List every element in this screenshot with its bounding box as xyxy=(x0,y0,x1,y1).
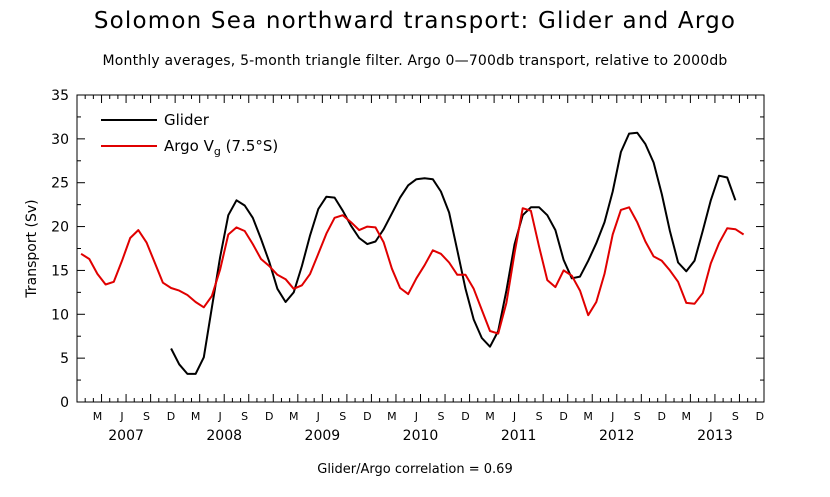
y-tick-label: 0 xyxy=(60,395,69,411)
x-month-label: S xyxy=(339,410,346,423)
y-tick-label: 20 xyxy=(51,220,69,236)
x-month-label: D xyxy=(363,410,371,423)
x-month-label: D xyxy=(167,410,175,423)
x-month-label: D xyxy=(461,410,469,423)
x-month-label: M xyxy=(93,410,103,423)
chart-title: Solomon Sea northward transport: Glider … xyxy=(93,8,737,34)
x-month-label: M xyxy=(583,410,593,423)
x-month-label: J xyxy=(218,410,222,423)
x-month-label: S xyxy=(732,410,739,423)
x-year-label: 2011 xyxy=(501,428,537,444)
x-year-label: 2012 xyxy=(599,428,635,444)
legend-label-argo: Argo Vg (7.5°S) xyxy=(164,137,278,158)
legend-label-glider: Glider xyxy=(164,111,210,129)
x-month-label: S xyxy=(241,410,248,423)
legend: Glider Argo Vg (7.5°S) xyxy=(101,111,278,158)
x-month-label: S xyxy=(437,410,444,423)
y-axis-label: Transport (Sv) xyxy=(24,199,40,298)
x-month-label: M xyxy=(191,410,201,423)
x-year-label: 2013 xyxy=(697,428,733,444)
x-year-label: 2009 xyxy=(305,428,341,444)
x-year-label: 2008 xyxy=(206,428,242,444)
axes: 0 5 10 15 20 25 30 35 Transport (Sv) M J S D M J S D M J S D… xyxy=(24,88,765,444)
x-month-label: S xyxy=(634,410,641,423)
x-year-label: 2007 xyxy=(108,428,144,444)
x-month-label: J xyxy=(610,410,614,423)
x-month-label: D xyxy=(658,410,666,423)
correlation-note: Glider/Argo correlation = 0.69 xyxy=(317,462,513,477)
x-month-label: J xyxy=(512,410,516,423)
y-tick-label: 10 xyxy=(51,307,69,323)
x-month-label: J xyxy=(119,410,123,423)
series-line-glider xyxy=(170,131,737,375)
y-tick-label: 15 xyxy=(51,263,69,279)
y-tick-label: 5 xyxy=(60,351,69,367)
x-month-label: M xyxy=(289,410,299,423)
series-layer xyxy=(80,131,745,375)
x-month-label: D xyxy=(756,410,764,423)
x-month-label: M xyxy=(682,410,692,423)
x-month-label: J xyxy=(708,410,712,423)
x-month-label: J xyxy=(414,410,418,423)
y-tick-label: 30 xyxy=(51,132,69,148)
series-line-argo xyxy=(80,206,745,335)
x-month-label: D xyxy=(559,410,567,423)
x-month-label: M xyxy=(485,410,495,423)
x-month-label: M xyxy=(387,410,397,423)
y-tick-label: 35 xyxy=(51,88,69,104)
chart-subtitle: Monthly averages, 5-month triangle filte… xyxy=(102,53,728,69)
x-year-label: 2010 xyxy=(403,428,439,444)
x-month-label: S xyxy=(143,410,150,423)
x-month-label: J xyxy=(316,410,320,423)
x-month-label: D xyxy=(265,410,273,423)
y-tick-label: 25 xyxy=(51,176,69,192)
x-month-label: S xyxy=(536,410,543,423)
